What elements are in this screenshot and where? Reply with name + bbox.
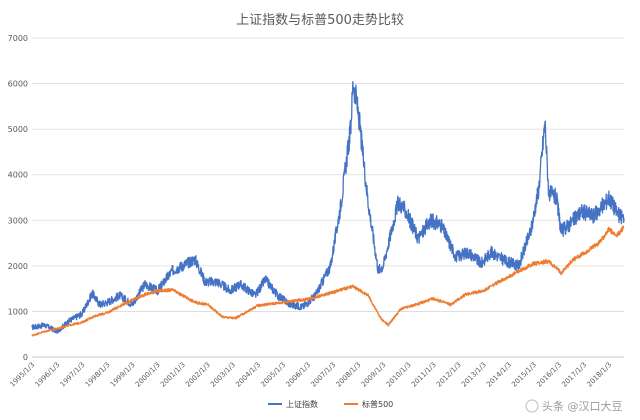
y-tick-label: 5000 [8, 125, 28, 134]
series-layer [31, 80, 625, 337]
watermark-logo-icon [525, 399, 539, 413]
y-tick-label: 0 [23, 353, 28, 362]
y-tick-label: 2000 [8, 262, 28, 271]
watermark: 头条 @汉口大豆 [525, 399, 623, 413]
legend-label: 标普500 [362, 399, 393, 409]
y-tick-label: 6000 [8, 80, 28, 89]
series-line-shanghai [31, 80, 625, 334]
y-tick-label: 7000 [8, 34, 28, 43]
chart-title: 上证指数与标普500走势比较 [236, 12, 404, 28]
y-axis: 0 1000 2000 3000 4000 5000 6000 7000 [8, 34, 28, 362]
legend: 上证指数 标普500 [268, 399, 393, 409]
watermark-text: 头条 @汉口大豆 [542, 399, 623, 413]
y-tick-label: 1000 [8, 307, 28, 316]
legend-label: 上证指数 [286, 399, 318, 409]
y-tick-label: 3000 [8, 216, 28, 225]
series-line-sp500 [31, 225, 625, 337]
y-tick-label: 4000 [8, 171, 28, 180]
